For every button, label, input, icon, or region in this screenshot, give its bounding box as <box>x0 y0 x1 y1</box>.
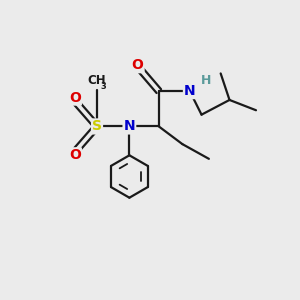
Text: N: N <box>184 84 196 98</box>
Text: H: H <box>201 74 211 87</box>
Text: O: O <box>69 91 81 105</box>
Text: 3: 3 <box>100 82 106 91</box>
Text: N: N <box>124 119 135 134</box>
Text: CH: CH <box>88 74 106 87</box>
Text: O: O <box>69 148 81 162</box>
Text: S: S <box>92 119 102 134</box>
Text: O: O <box>132 58 144 72</box>
